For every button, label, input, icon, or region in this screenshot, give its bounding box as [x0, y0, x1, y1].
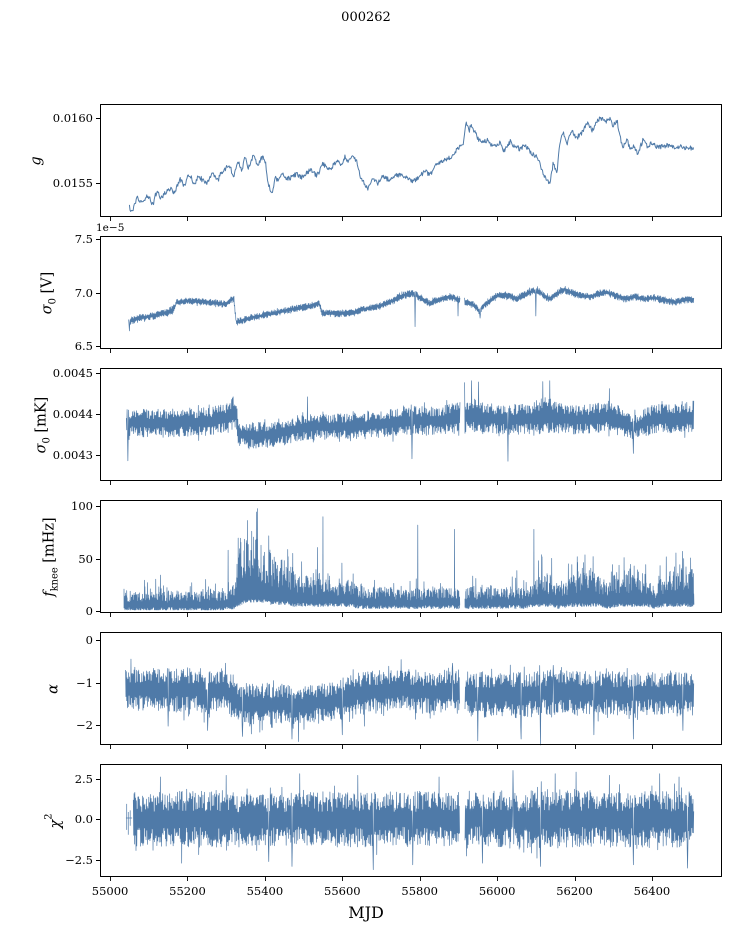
panel-alpha — [0, 632, 732, 752]
x-axis-label: MJD — [348, 903, 384, 922]
y-axis-label-f_knee: fknee [mHz] — [41, 516, 60, 597]
panel-f_knee — [0, 500, 732, 620]
y-tick-label: −1 — [76, 675, 93, 690]
chi2-plot — [92, 764, 724, 884]
axis-offset-text: 1e−5 — [96, 222, 125, 234]
y-tick-label: 7.0 — [74, 285, 93, 300]
y-tick-label: 0.0160 — [52, 110, 93, 125]
f_knee-plot — [92, 500, 724, 620]
panel-g — [0, 104, 732, 224]
y-axis-label-sigma0_V: σ0 [V] — [39, 271, 58, 314]
y-tick-label: 0.0043 — [52, 448, 93, 463]
y-tick-label: 100 — [71, 499, 93, 514]
x-tick-label: 55000 — [91, 884, 129, 898]
y-tick-label: 0.0044 — [52, 407, 93, 422]
panel-sigma0_mK — [0, 368, 732, 488]
alpha-plot — [92, 632, 724, 752]
g-plot — [92, 104, 724, 224]
x-tick-label: 56000 — [478, 884, 516, 898]
x-tick-label: 55800 — [401, 884, 438, 898]
y-tick-label: 2.5 — [74, 771, 93, 786]
y-tick-label: −2 — [76, 718, 93, 733]
sigma0_V-plot — [92, 236, 724, 356]
y-tick-label: 50 — [78, 551, 93, 566]
x-tick-label: 55200 — [169, 884, 206, 898]
panel-sigma0_V — [0, 236, 732, 356]
y-tick-label: −2.5 — [65, 852, 93, 867]
sigma0_mK-plot — [92, 368, 724, 488]
y-tick-label: 6.5 — [74, 338, 93, 353]
y-tick-label: 0.0 — [74, 812, 93, 827]
y-tick-label: 7.5 — [74, 232, 93, 247]
y-tick-label: 0 — [85, 632, 93, 647]
x-tick-label: 56400 — [633, 884, 671, 898]
x-tick-label: 55600 — [324, 884, 361, 898]
y-axis-label-sigma0_mK: σ0 [mK] — [33, 396, 52, 453]
y-axis-label-chi2: χ2 — [43, 812, 64, 829]
x-tick-label: 56200 — [556, 884, 593, 898]
y-axis-label-g: g — [28, 155, 44, 166]
x-tick-label: 55400 — [246, 884, 284, 898]
y-tick-label: 0 — [85, 603, 93, 618]
y-tick-label: 0.0045 — [52, 365, 93, 380]
figure-title: 000262 — [341, 10, 391, 25]
panel-chi2 — [0, 764, 732, 884]
y-axis-label-alpha: α — [45, 683, 61, 694]
y-tick-label: 0.0155 — [52, 176, 93, 191]
